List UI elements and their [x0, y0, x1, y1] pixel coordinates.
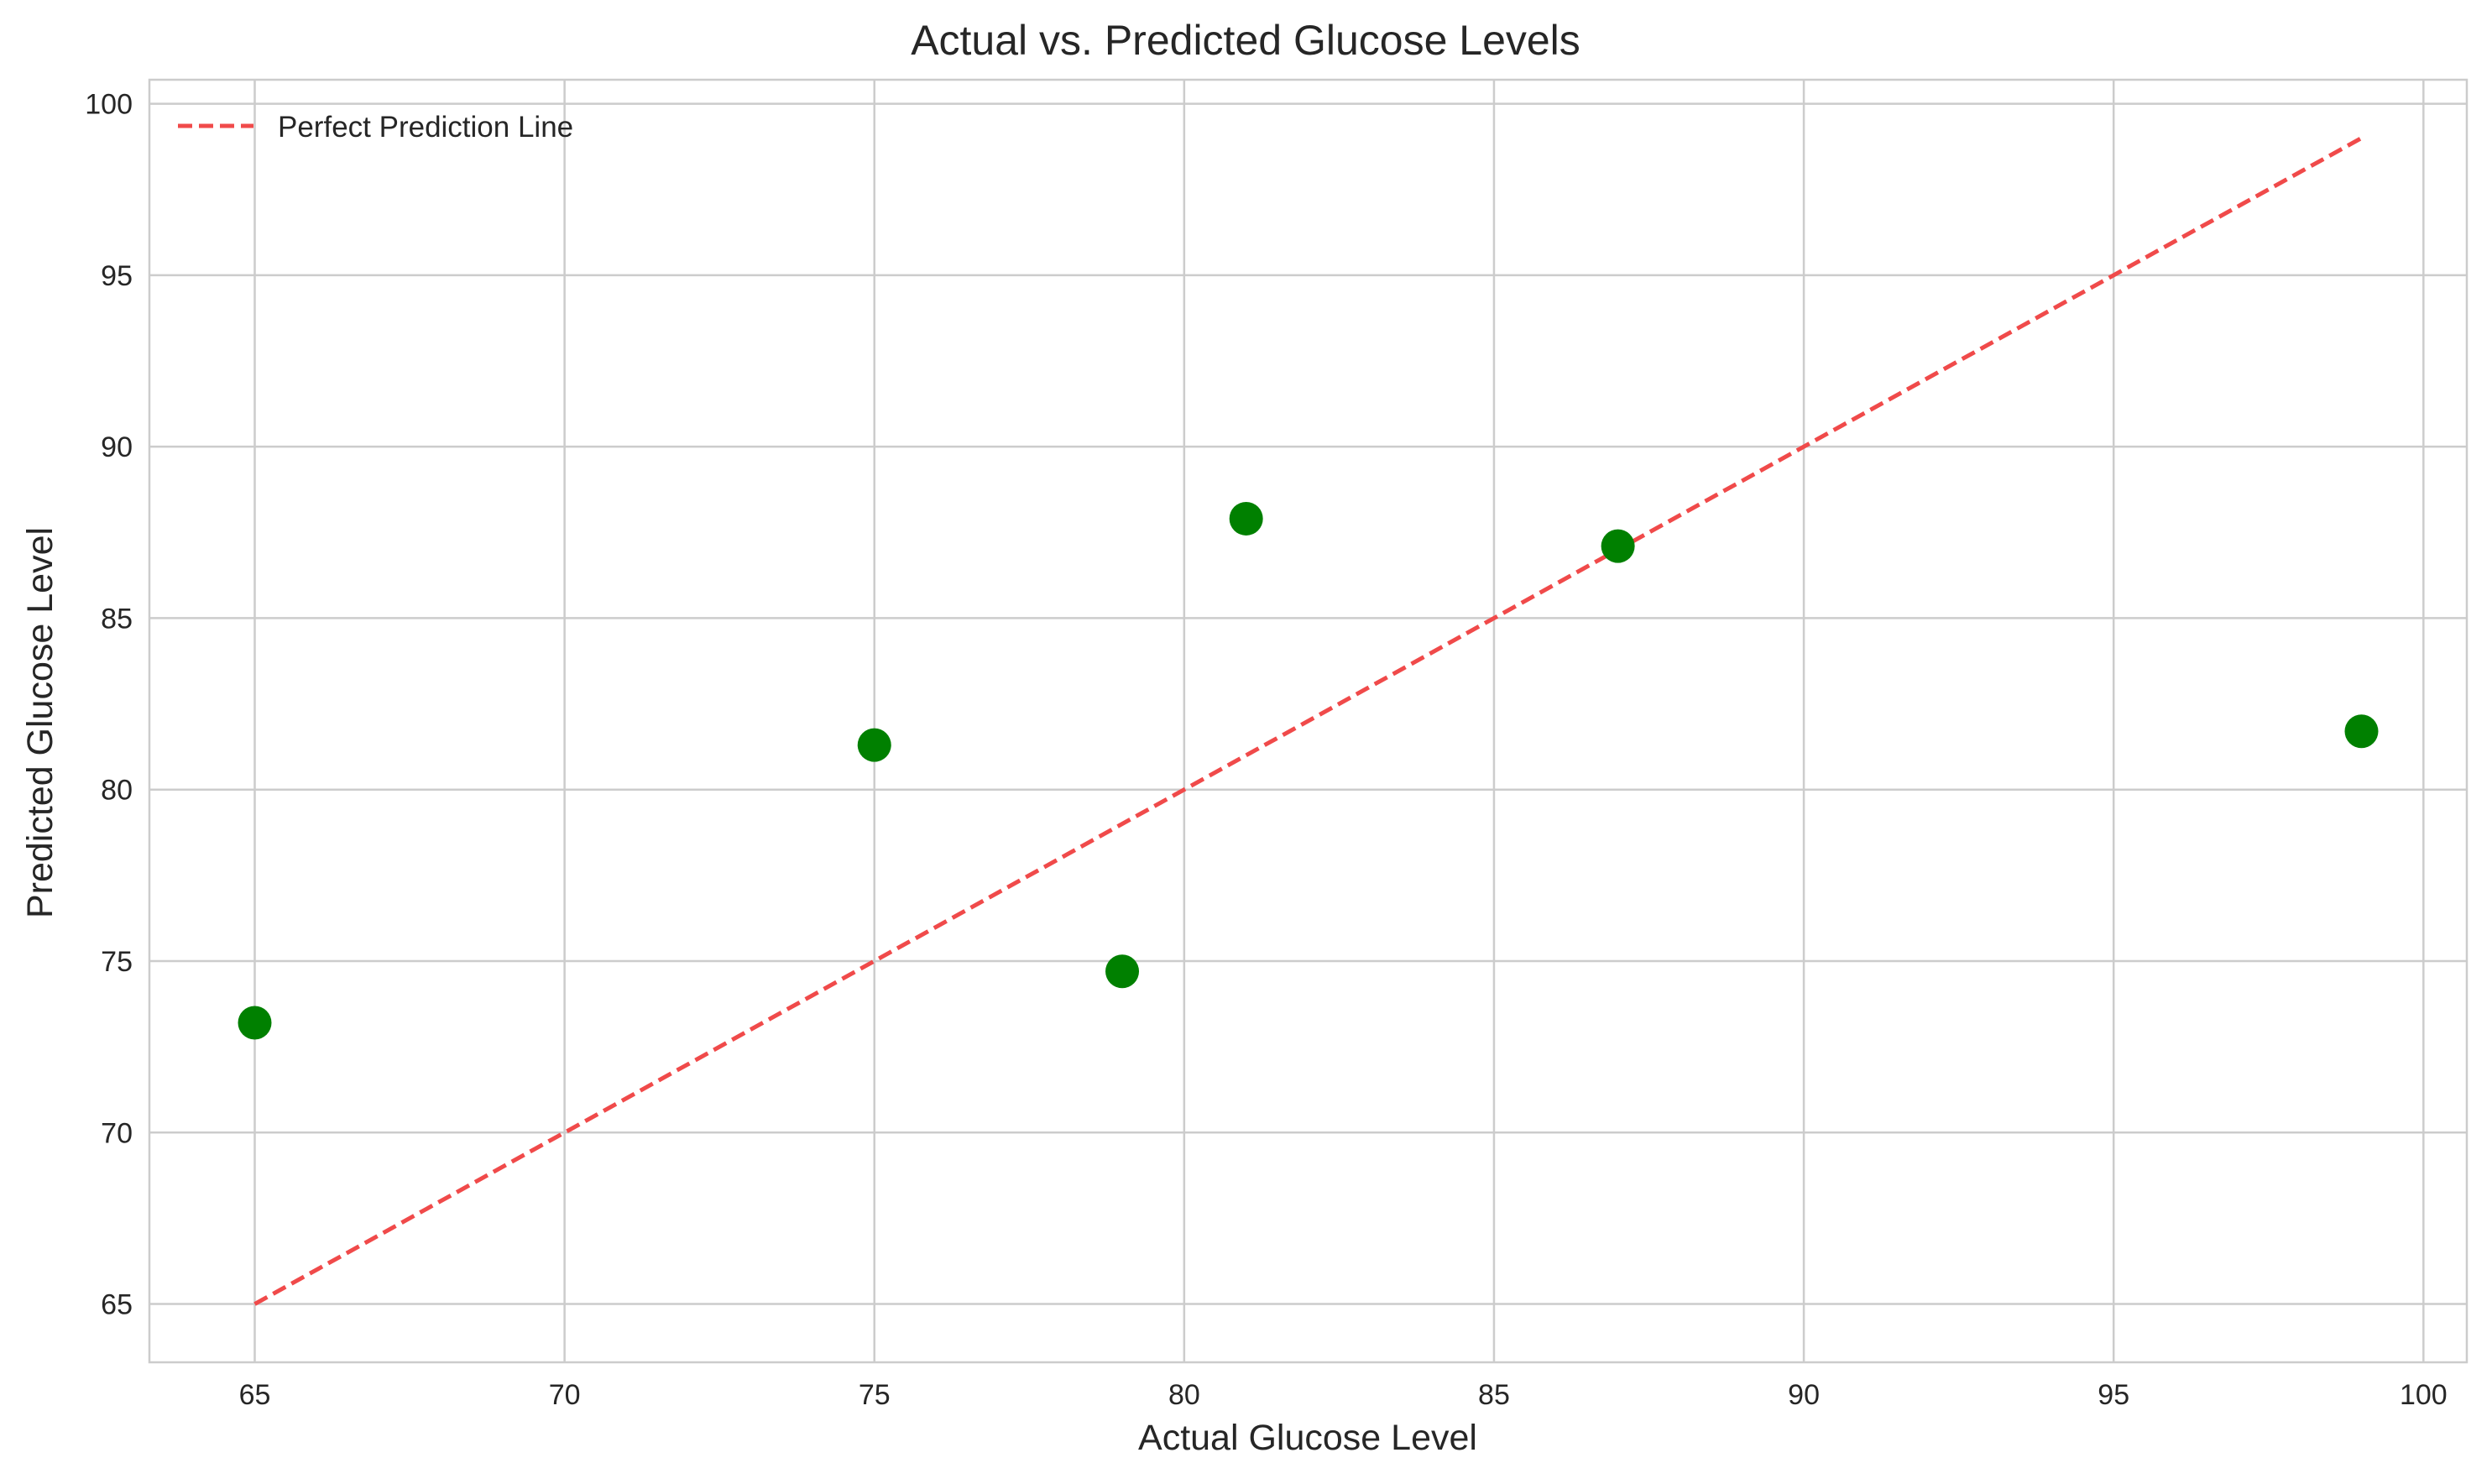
chart-title: Actual vs. Predicted Glucose Levels	[911, 17, 1580, 64]
y-tick-label: 80	[101, 775, 133, 807]
legend: Perfect Prediction Line	[178, 111, 573, 144]
x-tick-label: 90	[1788, 1379, 1820, 1411]
plot-frame	[148, 78, 2468, 1364]
x-tick-label: 65	[239, 1379, 271, 1411]
scatter-point	[857, 728, 891, 762]
x-tick-label: 100	[2400, 1379, 2448, 1411]
legend-label: Perfect Prediction Line	[278, 111, 573, 144]
x-tick-label: 95	[2098, 1379, 2129, 1411]
y-tick-label: 75	[101, 946, 133, 978]
x-tick-label: 70	[549, 1379, 581, 1411]
scatter-point	[1601, 529, 1635, 563]
x-tick-label: 75	[859, 1379, 891, 1411]
y-tick-label: 95	[101, 260, 133, 292]
perfect-prediction-line	[253, 136, 2363, 1306]
y-tick-label: 100	[85, 89, 133, 121]
x-tick-label: 80	[1168, 1379, 1200, 1411]
scatter-point	[238, 1006, 272, 1040]
y-tick-label: 65	[101, 1289, 133, 1321]
scatter-point	[1229, 501, 1263, 536]
y-tick-label: 85	[101, 603, 133, 635]
tick-labels: 65 70 75 80 85 90 95 100 65 70 75 80 85 90 95 100	[85, 89, 2447, 1411]
grid	[149, 80, 2467, 1362]
y-tick-label: 70	[101, 1117, 133, 1149]
scatter-point	[1105, 954, 1140, 989]
y-tick-label: 90	[101, 431, 133, 463]
data-marks	[238, 136, 2379, 1306]
x-axis-label: Actual Glucose Level	[1138, 1418, 1477, 1458]
x-tick-label: 85	[1478, 1379, 1510, 1411]
y-axis-label: Predicted Glucose Level	[20, 527, 60, 918]
scatter-point	[2344, 714, 2379, 749]
